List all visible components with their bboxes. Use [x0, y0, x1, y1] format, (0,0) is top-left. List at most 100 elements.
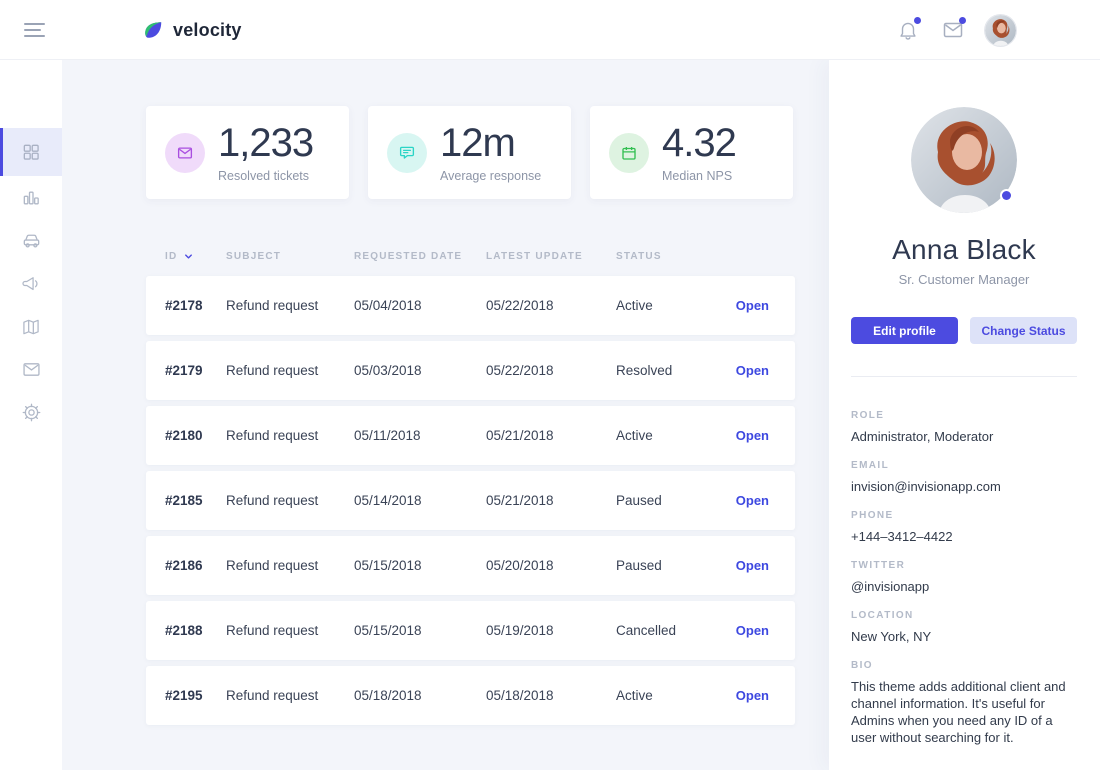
- field-value: @invisionapp: [851, 579, 930, 594]
- map-icon: [21, 317, 41, 337]
- open-ticket-link[interactable]: Open: [735, 688, 769, 703]
- profile-avatar: [911, 107, 1017, 213]
- open-ticket-link[interactable]: Open: [735, 363, 769, 378]
- column-header-latest-update: LATEST UPDATE: [486, 250, 583, 262]
- sidebar-item-dashboard[interactable]: [0, 128, 62, 176]
- stat-value: 1,233: [218, 120, 314, 165]
- grid-icon: [21, 142, 41, 162]
- stat-label: Average response: [440, 168, 542, 183]
- profile-name: Anna Black: [892, 234, 1036, 265]
- column-header-subject: SUBJECT: [226, 250, 282, 262]
- sidebar-item-messages[interactable]: [0, 348, 62, 391]
- field-phone: PHONE +144–3412–4422: [851, 510, 1077, 545]
- open-ticket-link[interactable]: Open: [735, 558, 769, 573]
- notifications-bell-icon[interactable]: [895, 17, 921, 43]
- profile-job-title: Sr. Customer Manager: [898, 272, 1030, 287]
- ticket-id: #2178: [165, 298, 203, 313]
- online-status-dot: [1002, 191, 1011, 200]
- sidebar-item-map[interactable]: [0, 305, 62, 348]
- table-row: #2186 Refund request 05/15/2018 05/20/20…: [146, 536, 795, 595]
- divider: [851, 376, 1077, 377]
- ticket-requested-date: 05/15/2018: [354, 623, 422, 638]
- ticket-latest-update: 05/22/2018: [486, 363, 554, 378]
- ticket-status: Resolved: [616, 363, 673, 378]
- open-ticket-link[interactable]: Open: [735, 493, 769, 508]
- ticket-id: #2180: [165, 428, 203, 443]
- header-avatar[interactable]: [985, 14, 1016, 46]
- field-value: +144–3412–4422: [851, 529, 953, 544]
- left-sidebar: [0, 60, 62, 770]
- table-row: #2179 Refund request 05/03/2018 05/22/20…: [146, 341, 795, 400]
- chevron-down-icon[interactable]: [183, 251, 194, 262]
- stat-card-resolved-tickets: 1,233 Resolved tickets: [146, 106, 349, 199]
- change-status-button[interactable]: Change Status: [970, 317, 1077, 344]
- message-dot: [959, 17, 966, 24]
- envelope-icon: [165, 132, 205, 173]
- mail-icon: [21, 359, 42, 380]
- table-header: ID SUBJECT REQUESTED DATE LATEST UPDATE …: [146, 246, 795, 266]
- ticket-subject: Refund request: [226, 298, 319, 313]
- ticket-status: Cancelled: [616, 623, 677, 638]
- stat-cards: 1,233 Resolved tickets 12m Average respo…: [146, 106, 793, 199]
- logo-text: velocity: [173, 19, 242, 40]
- ticket-latest-update: 05/21/2018: [486, 493, 554, 508]
- open-ticket-link[interactable]: Open: [735, 428, 769, 443]
- edit-profile-button[interactable]: Edit profile: [851, 317, 958, 344]
- calendar-icon: [609, 132, 649, 173]
- ticket-subject: Refund request: [226, 558, 319, 573]
- hamburger-menu-icon[interactable]: [24, 19, 45, 41]
- field-value: New York, NY: [851, 629, 932, 644]
- app-logo: velocity: [142, 0, 242, 60]
- field-value: This theme adds additional client and ch…: [851, 679, 1066, 745]
- ticket-latest-update: 05/22/2018: [486, 298, 554, 313]
- messages-mail-icon[interactable]: [940, 17, 966, 43]
- chat-bubble-icon: [387, 132, 427, 173]
- field-value: Administrator, Moderator: [851, 429, 994, 444]
- ticket-subject: Refund request: [226, 363, 319, 378]
- field-label: BIO: [851, 660, 873, 671]
- open-ticket-link[interactable]: Open: [735, 298, 769, 313]
- bar-chart-icon: [21, 188, 41, 208]
- table-row: #2180 Refund request 05/11/2018 05/21/20…: [146, 406, 795, 465]
- table-row: #2178 Refund request 05/04/2018 05/22/20…: [146, 276, 795, 335]
- ticket-status: Paused: [616, 558, 662, 573]
- field-label: TWITTER: [851, 560, 906, 571]
- ticket-latest-update: 05/18/2018: [486, 688, 554, 703]
- ticket-subject: Refund request: [226, 623, 319, 638]
- ticket-status: Active: [616, 688, 653, 703]
- ticket-requested-date: 05/15/2018: [354, 558, 422, 573]
- main-content: 1,233 Resolved tickets 12m Average respo…: [62, 60, 829, 770]
- sidebar-item-settings[interactable]: [0, 391, 62, 434]
- ticket-requested-date: 05/03/2018: [354, 363, 422, 378]
- ticket-id: #2195: [165, 688, 203, 703]
- sidebar-item-analytics[interactable]: [0, 176, 62, 219]
- ticket-requested-date: 05/04/2018: [354, 298, 422, 313]
- gear-icon: [21, 402, 42, 423]
- ticket-requested-date: 05/18/2018: [354, 688, 422, 703]
- stat-card-average-response: 12m Average response: [368, 106, 571, 199]
- ticket-status: Active: [616, 428, 653, 443]
- ticket-id: #2188: [165, 623, 203, 638]
- open-ticket-link[interactable]: Open: [735, 623, 769, 638]
- ticket-status: Active: [616, 298, 653, 313]
- ticket-id: #2185: [165, 493, 203, 508]
- top-header: velocity: [0, 0, 1100, 60]
- profile-panel: Anna Black Sr. Customer Manager Edit pro…: [829, 60, 1100, 770]
- ticket-requested-date: 05/11/2018: [354, 428, 421, 443]
- sidebar-item-deliveries[interactable]: [0, 219, 62, 262]
- stat-label: Resolved tickets: [218, 168, 310, 183]
- field-label: ROLE: [851, 410, 885, 421]
- field-role: ROLE Administrator, Moderator: [851, 410, 1077, 445]
- stat-card-median-nps: 4.32 Median NPS: [590, 106, 793, 199]
- logo-leaf-icon: [142, 19, 164, 41]
- column-header-id[interactable]: ID: [146, 251, 226, 262]
- ticket-latest-update: 05/19/2018: [486, 623, 554, 638]
- ticket-latest-update: 05/20/2018: [486, 558, 554, 573]
- table-row: #2195 Refund request 05/18/2018 05/18/20…: [146, 666, 795, 725]
- tickets-table: ID SUBJECT REQUESTED DATE LATEST UPDATE …: [146, 246, 795, 731]
- sidebar-item-announcements[interactable]: [0, 262, 62, 305]
- notification-dot: [914, 17, 921, 24]
- column-header-requested-date: REQUESTED DATE: [354, 250, 463, 262]
- field-label: PHONE: [851, 510, 894, 521]
- profile-fields: ROLE Administrator, Moderator EMAIL invi…: [851, 410, 1077, 746]
